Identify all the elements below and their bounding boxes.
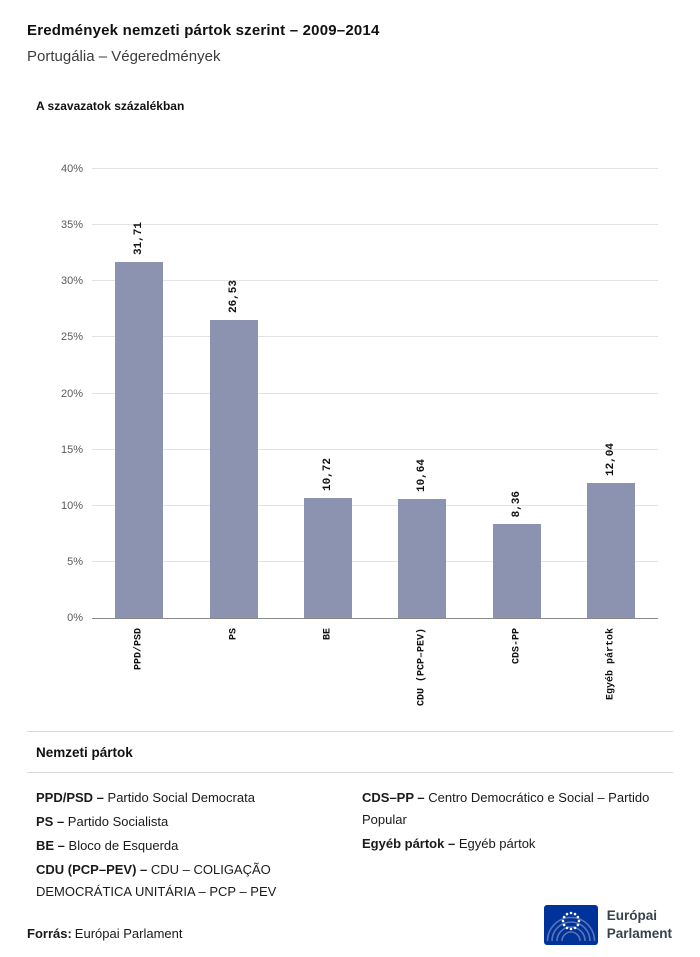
gridline (92, 336, 658, 338)
x-axis-category-label: PPD/PSD (133, 628, 145, 671)
bar-group: 10,72 BE (303, 169, 352, 640)
legend-heading: Nemzeti pártok (36, 745, 133, 760)
plot-area: 0% 5% 10% 15% 20% 25% 30% 35% 40% 31,71 PPD/PSD 26,… (61, 163, 658, 706)
ep-logo-line1: Európai (606, 908, 657, 924)
legend-item: CDS–PP – Centro Democrático e Social – P… (362, 790, 650, 827)
party-abbreviation: PS – (36, 814, 65, 829)
chart-section: A szavazatok százalékban 0% 5% 10% 15% 20% 25… (27, 99, 673, 706)
ep-logo: Európai Parlament (543, 905, 672, 945)
x-axis-category-label: BE (322, 628, 334, 641)
y-tick-label: 15% (60, 443, 83, 456)
party-abbreviation: CDU (PCP–PEV) – (36, 862, 148, 877)
y-tick-label: 10% (60, 499, 83, 512)
source-label: Forrás: (27, 926, 72, 941)
legend-item: Egyéb pártok – Egyéb pártok (362, 836, 536, 851)
page-title: Eredmények nemzeti pártok szerint – 2009… (27, 22, 380, 39)
party-abbreviation: BE – (36, 838, 65, 853)
gridline (92, 448, 658, 450)
y-tick-label: 30% (60, 275, 83, 288)
ep-logo-line2: Parlament (606, 926, 672, 941)
y-tick-label: 35% (60, 219, 83, 232)
bar-value-label: 10,64 (416, 458, 429, 492)
legend-columns: PPD/PSD – Partido Social Democrata PS – P… (36, 787, 673, 905)
party-abbreviation: PPD/PSD – (36, 790, 104, 805)
party-abbreviation: Egyéb pártok – (362, 836, 456, 851)
gridline (92, 392, 658, 394)
y-tick-label: 0% (67, 612, 83, 624)
legend-item: CDU (PCP–PEV) – CDU – COLIGAÇÃO DEMOCRÁT… (36, 862, 277, 899)
bar-group: 8,36 CDS-PP (492, 169, 541, 664)
bar-value-label: 26,53 (227, 280, 240, 314)
bar-value-label: 10,72 (321, 457, 334, 491)
party-abbreviation: CDS–PP – (362, 790, 425, 805)
bar-value-label: 31,71 (133, 222, 146, 256)
source-line: Forrás: Európai Parlament (27, 926, 182, 941)
page: Eredmények nemzeti pártok szerint – 2009… (27, 22, 673, 945)
bar-value-label: 8,36 (510, 490, 523, 518)
bar (115, 262, 164, 618)
legend-item: PPD/PSD – Partido Social Democrata (36, 790, 255, 805)
bar (398, 498, 447, 618)
chart-axis-title: A szavazatok százalékban (36, 99, 185, 113)
x-axis-category-label: CDS-PP (511, 628, 522, 665)
gridline (92, 280, 658, 282)
bar (209, 320, 258, 618)
y-tick-label: 25% (60, 331, 83, 344)
x-axis-category-label: Egyéb pártok (605, 628, 617, 701)
legend-item: PS – Partido Socialista (36, 814, 169, 829)
y-tick-label: 40% (60, 163, 83, 175)
bar-value-label: 12,04 (604, 442, 617, 476)
page-subtitle: Portugália – Végeredmények (27, 48, 221, 65)
ep-logo-wordmark: Európai Parlament (607, 907, 672, 942)
gridline (92, 168, 658, 169)
x-axis-category-label: PS (228, 628, 239, 641)
bar (303, 497, 352, 618)
bar-group: 26,53 PS (209, 169, 258, 640)
bar-group: 12,04 Egyéb pártok (586, 169, 635, 700)
bar-group: 10,64 CDU (PCP–PEV) (398, 169, 447, 706)
legend-column-right: CDS–PP – Centro Democrático e Social – P… (362, 787, 666, 905)
y-tick-label: 5% (67, 555, 83, 568)
eu-flag-hemicycle-icon (543, 905, 598, 945)
legend-item: BE – Bloco de Esquerda (36, 838, 179, 853)
y-tick-label: 20% (60, 387, 83, 400)
x-axis-category-label: CDU (PCP–PEV) (416, 628, 428, 707)
source-value: Európai Parlament (74, 926, 183, 941)
gridline (92, 224, 658, 226)
legend-column-left: PPD/PSD – Partido Social Democrata PS – P… (36, 787, 314, 905)
gridline (92, 504, 658, 506)
legend-divider (27, 772, 673, 773)
gridline (92, 560, 658, 562)
bar (586, 482, 635, 618)
bar (492, 524, 541, 618)
party-legend-section: Nemzeti pártok PPD/PSD – Partido Social … (27, 731, 673, 905)
bar-group: 31,71 PPD/PSD (115, 169, 164, 670)
